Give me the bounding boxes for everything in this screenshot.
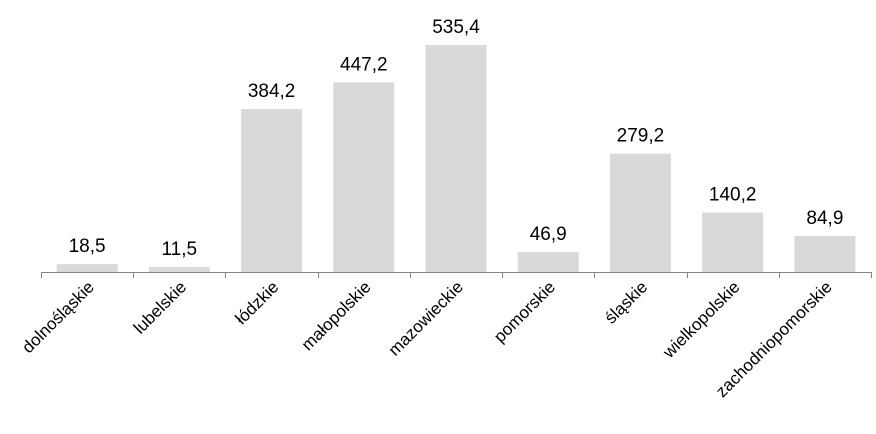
data-label-3: 384,2 [248, 81, 296, 102]
data-label-7: 279,2 [617, 126, 665, 147]
bar-2 [148, 267, 210, 272]
data-labels-group: 18,5 11,5 384,2 447,2 535,4 46,9 279,2 140,2 84,… [69, 17, 844, 260]
data-label-5: 535,4 [432, 17, 480, 38]
bar-8 [702, 212, 764, 272]
data-label-1: 18,5 [69, 236, 106, 257]
data-label-4: 447,2 [340, 54, 388, 75]
bar-4 [333, 82, 395, 273]
bar-7 [609, 153, 671, 272]
bar-5 [425, 45, 487, 272]
data-label-6: 46,9 [530, 224, 567, 245]
category-label-6: pomorskie [490, 277, 559, 346]
category-labels-group: dolnośląskie lubelskie łódzkie małopolskie m… [18, 277, 835, 401]
bars-group [56, 45, 856, 273]
category-label-5: mazowieckie [385, 277, 467, 359]
data-label-2: 11,5 [162, 239, 198, 260]
x-axis [41, 272, 872, 278]
data-label-9: 84,9 [806, 208, 843, 229]
bar-6 [517, 252, 579, 272]
bar-3 [241, 109, 303, 272]
bar-9 [794, 236, 856, 272]
category-label-1: dolnośląskie [18, 277, 98, 357]
category-label-4: małopolskie [298, 277, 375, 354]
category-label-7: śląskie [601, 277, 651, 327]
category-label-3: łódzkie [232, 277, 283, 328]
category-label-2: lubelskie [130, 277, 190, 337]
bar-1 [56, 264, 118, 272]
data-label-8: 140,2 [709, 185, 757, 206]
category-label-8: wielkopolskie [659, 277, 744, 362]
